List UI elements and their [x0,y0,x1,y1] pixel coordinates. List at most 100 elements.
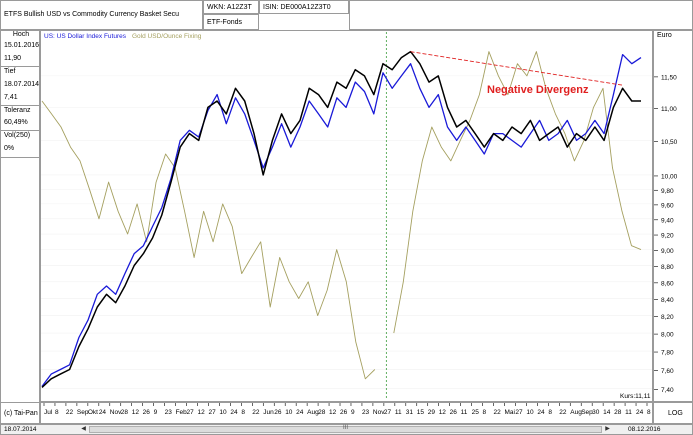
x-tick-label: 24 [99,409,107,416]
hoch-value: 11,90 [4,55,21,62]
scroll-right-icon[interactable]: ▶ [605,426,610,432]
log-scale-label[interactable]: LOG [668,410,683,417]
y-tick-label: 8,40 [661,297,674,304]
x-tick-label: Nov [110,409,122,416]
x-tick-label: Okt [88,409,98,416]
x-tick-label: 27 [384,409,392,416]
instrument-type: ETF-Fonds [207,19,243,26]
x-tick-label: 8 [647,409,651,416]
legend-gold: Gold USD/Ounce Fixing [132,33,202,40]
y-tick-label: 7,60 [661,368,674,375]
log-box[interactable]: LOG [653,402,693,424]
y-axis-panel: Euro 7,40 7,60 7,80 8,00 8,20 8,40 8,60 8,80 9,0… [653,30,693,402]
x-tick-label: 9 [154,409,158,416]
y-tick-label: 9,80 [661,188,674,195]
x-tick-label: 24 [230,409,238,416]
y-tick-label: 11,00 [661,106,677,113]
x-tick-label: Sep [581,409,593,416]
vol-value: 0% [4,145,15,152]
plot-frame [40,30,653,402]
x-tick-label: 29 [428,409,436,416]
tief-date: 18.07.2014 [4,81,40,88]
scroll-thumb[interactable]: III [89,425,602,433]
x-tick-label: 25 [472,409,480,416]
y-tick-label: 8,20 [661,314,674,321]
toleranz-value: 60,49% [4,119,28,126]
x-tick-label: 22 [494,409,502,416]
scroll-grip-icon: III [342,425,348,431]
x-tick-label: 28 [614,409,622,416]
x-tick-label: 8 [548,409,552,416]
x-tick-label: 12 [329,409,337,416]
wkn-box: WKN: A12Z3T [203,0,259,14]
x-axis-ticks: Jul 8 22 Sep Okt 24 Nov 28 12 26 9 23 Feb 27 12 27 10 24 8… [43,403,651,416]
series-layer [41,50,642,388]
vol-label: Vol(250) [4,132,31,139]
isin-label: ISIN: DE000A12Z3T0 [263,4,331,11]
x-tick-label: 30 [592,409,600,416]
x-tick-label: Mai [504,409,514,416]
date-range-end: 08.12.2016 [628,426,661,433]
x-tick-label: 23 [165,409,173,416]
x-tick-label: Aug [307,409,319,416]
x-tick-label: Nov [373,409,385,416]
y-tick-label: 10,50 [661,139,678,146]
kurs-label: Kurs:11,11 [620,393,651,400]
wkn-label: WKN: A12Z3T [207,4,252,11]
x-tick-label: 22 [252,409,260,416]
x-tick-label: 28 [121,409,129,416]
x-tick-label: 27 [208,409,216,416]
grid [41,32,652,400]
hoch-label: Hoch [12,31,30,38]
y-axis-ticks: 7,40 7,60 7,80 8,00 8,20 8,40 8,60 8,80 9,00 9,20… [654,74,678,394]
instrument-title: ETFS Bullish USD vs Commodity Currency B… [4,11,180,18]
x-tick-label: 26 [450,409,458,416]
x-tick-label: 11 [461,409,468,416]
y-tick-label: 7,80 [661,350,674,357]
y-tick-label: 9,20 [661,233,674,240]
tief-value: 7,41 [4,94,18,101]
toleranz-label: Toleranz [4,107,31,114]
y-tick-label: 10,00 [661,173,678,180]
scroll-left-icon[interactable]: ◀ [81,426,86,432]
x-tick-label: 27 [187,409,195,416]
hoch-date: 15.01.2016 [4,42,40,49]
copyright-box: (c) Tai-Pan [0,402,40,424]
x-tick-label: 24 [636,409,644,416]
x-tick-label: 24 [296,409,304,416]
x-tick-label: Jun [263,409,274,416]
x-tick-label: 26 [143,409,151,416]
x-tick-label: 8 [241,409,245,416]
x-tick-label: 8 [55,409,59,416]
y-tick-label: 8,60 [661,280,674,287]
series-etf-line [41,50,641,388]
x-tick-label: Aug [570,409,582,416]
y-tick-label: 11,50 [661,74,677,81]
x-tick-label: 26 [340,409,348,416]
y-tick-label: 8,00 [661,332,674,339]
y-tick-label: 9,00 [661,248,674,255]
x-tick-label: Jul [44,409,53,416]
y-tick-label: 9,40 [661,217,674,224]
x-tick-label: 22 [559,409,567,416]
x-tick-label: 10 [526,409,534,416]
x-tick-label: 10 [285,409,293,416]
x-tick-label: 10 [219,409,227,416]
x-tick-label: 24 [537,409,545,416]
date-range-start: 18.07.2014 [4,426,37,433]
copyright-label: (c) Tai-Pan [4,410,38,417]
series-gold-line [41,51,642,380]
x-tick-label: 12 [439,409,447,416]
y-tick-label: 8,80 [661,264,674,271]
legend-usd: US: US Dollar Index Futures [44,33,127,40]
x-tick-label: 11 [395,409,402,416]
x-tick-label: 23 [362,409,370,416]
tief-label: Tief [4,68,16,75]
y-tick-label: 7,40 [661,387,674,394]
x-tick-label: 14 [603,409,611,416]
x-axis-panel: Jul 8 22 Sep Okt 24 Nov 28 12 26 9 23 Feb 27 12 27 10 24 8… [40,402,653,424]
price-chart[interactable]: US: US Dollar Index Futures Gold USD/Oun… [40,30,653,402]
type-box: ETF-Fonds [203,14,259,30]
time-scrollbar[interactable]: 18.07.2014 ◀ III ▶ 08.12.2016 [0,424,693,435]
